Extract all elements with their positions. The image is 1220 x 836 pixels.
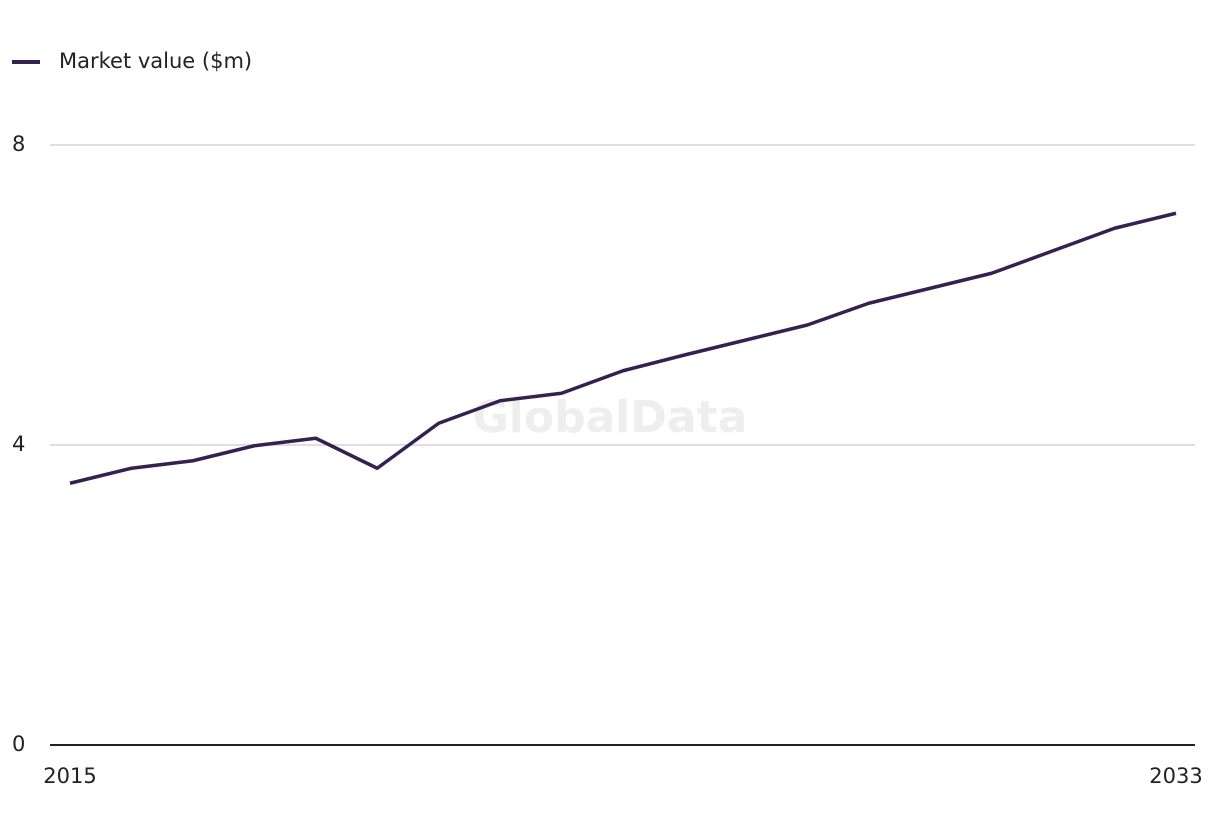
y-tick-label: 8 — [12, 132, 25, 156]
legend-label: Market value ($m) — [59, 49, 252, 73]
watermark: GlobalData — [473, 392, 748, 443]
y-tick-label: 0 — [12, 732, 25, 756]
line — [69, 211, 1177, 485]
x-tick-label: 2033 — [1149, 764, 1202, 788]
x-tick-label: 2015 — [43, 764, 96, 788]
y-tick-label: 4 — [12, 432, 25, 456]
